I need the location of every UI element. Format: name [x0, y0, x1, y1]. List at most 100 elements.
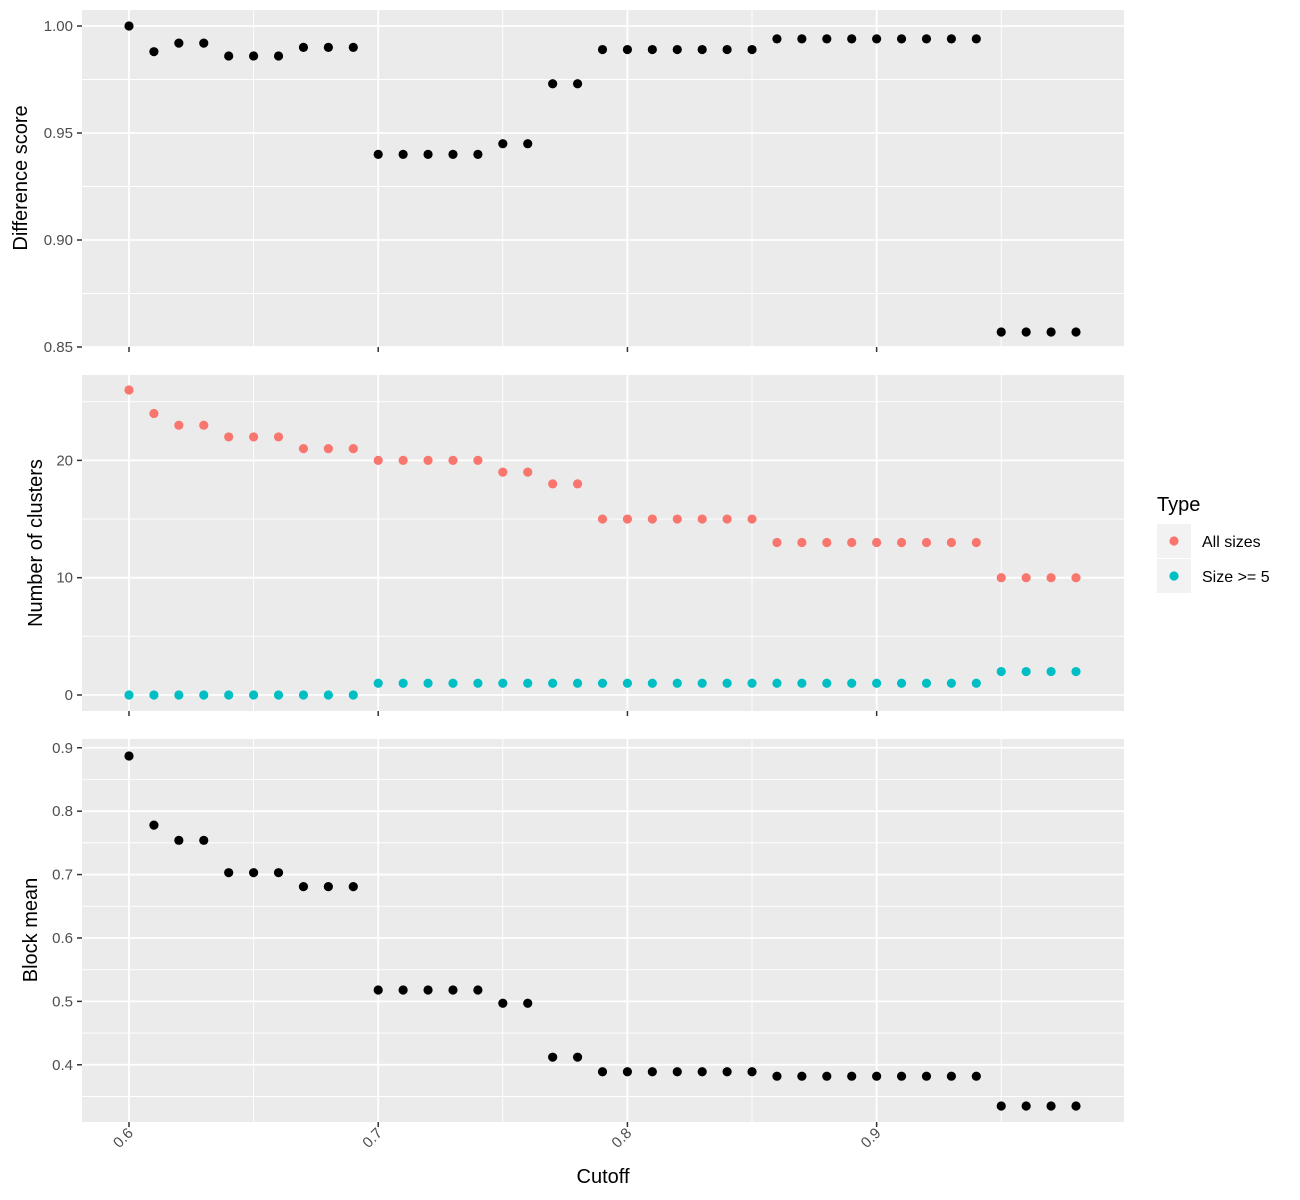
data-point — [697, 678, 707, 688]
panel-block-mean: 0.4 0.5 0.6 0.7 0.8 0.9 0.6 0.7 0.8 0.9 Block me… — [20, 739, 1124, 1152]
data-point — [398, 149, 408, 159]
y-axis-ticks: 0 10 20 — [56, 452, 82, 704]
data-point — [597, 1067, 608, 1077]
data-point — [1021, 327, 1031, 337]
data-point — [747, 1067, 757, 1077]
legend-item-size-5: Size >= 5 — [1157, 559, 1270, 593]
data-point — [323, 444, 333, 454]
data-point — [797, 678, 807, 688]
data-point — [946, 1071, 956, 1081]
data-point — [772, 34, 782, 44]
data-point — [298, 444, 309, 454]
legend-item-all-sizes: All sizes — [1157, 524, 1261, 558]
data-point — [199, 690, 209, 700]
data-point — [896, 537, 907, 548]
data-point — [348, 690, 358, 700]
legend: Type All sizes Size >= 5 — [1157, 494, 1270, 593]
data-point — [822, 1071, 832, 1081]
data-point — [672, 1067, 682, 1077]
data-point — [523, 998, 533, 1008]
y-tick-label: 0.90 — [44, 232, 73, 249]
data-point — [473, 678, 483, 688]
data-point — [199, 38, 209, 48]
data-point — [149, 408, 159, 419]
data-point — [872, 1071, 882, 1081]
legend-key-point — [1169, 536, 1179, 546]
data-point — [249, 868, 259, 878]
y-axis-ticks: 0.4 0.5 0.6 0.7 0.8 0.9 — [52, 740, 82, 1074]
data-point — [323, 882, 333, 892]
data-point — [448, 149, 458, 159]
data-point — [149, 820, 159, 830]
data-point — [249, 432, 259, 442]
data-point — [273, 690, 284, 700]
data-point — [647, 514, 657, 524]
data-point — [822, 537, 832, 548]
panel-background — [82, 10, 1124, 347]
data-point — [323, 42, 333, 53]
data-point — [249, 690, 259, 700]
data-point — [946, 678, 956, 688]
data-point — [199, 420, 209, 430]
data-point — [224, 432, 234, 442]
y-axis-title: Block mean — [20, 878, 42, 983]
data-point — [996, 573, 1006, 583]
y-tick-label: 0.6 — [52, 930, 73, 947]
data-point — [772, 1071, 782, 1081]
data-point — [373, 985, 383, 995]
data-point — [971, 678, 981, 688]
data-point — [1021, 666, 1031, 677]
data-point — [373, 149, 383, 159]
data-point — [971, 1071, 981, 1081]
data-point — [373, 678, 383, 688]
data-point — [548, 678, 558, 688]
data-point — [124, 21, 134, 31]
data-point — [572, 479, 583, 489]
data-point — [1071, 327, 1081, 337]
data-point — [423, 149, 433, 159]
data-point — [946, 34, 956, 44]
data-point — [174, 690, 184, 700]
data-point — [572, 79, 583, 89]
y-tick-label: 1.00 — [44, 18, 73, 35]
data-point — [772, 537, 782, 548]
data-point — [348, 882, 358, 892]
x-tick-label: 0.8 — [608, 1125, 635, 1152]
data-point — [672, 678, 682, 688]
panel-background — [82, 375, 1124, 711]
y-axis-title: Difference score — [10, 105, 32, 250]
data-point — [996, 327, 1006, 337]
data-point — [423, 985, 433, 995]
data-point — [996, 666, 1006, 677]
data-point — [124, 751, 134, 761]
data-point — [224, 690, 234, 700]
data-point — [921, 537, 932, 548]
data-point — [498, 139, 508, 149]
data-point — [149, 690, 159, 700]
data-point — [1021, 1101, 1031, 1111]
data-point — [498, 998, 508, 1008]
data-point — [847, 678, 857, 688]
data-point — [847, 537, 857, 548]
data-point — [1071, 666, 1081, 677]
data-point — [597, 44, 608, 55]
data-point — [323, 690, 333, 700]
data-point — [174, 420, 184, 430]
data-point — [597, 678, 608, 688]
data-point — [822, 34, 832, 44]
data-point — [921, 1071, 932, 1081]
data-point — [398, 678, 408, 688]
y-axis-title: Number of clusters — [25, 459, 47, 627]
panel-number-of-clusters: 0 10 20 Number of clusters — [25, 375, 1124, 716]
data-point — [348, 42, 358, 53]
data-point — [523, 467, 533, 477]
data-point — [622, 514, 633, 524]
data-point — [697, 514, 707, 524]
data-point — [473, 985, 483, 995]
data-point — [996, 1101, 1006, 1111]
data-point — [647, 1067, 657, 1077]
data-point — [1046, 666, 1056, 677]
data-point — [622, 678, 633, 688]
data-point — [797, 1071, 807, 1081]
